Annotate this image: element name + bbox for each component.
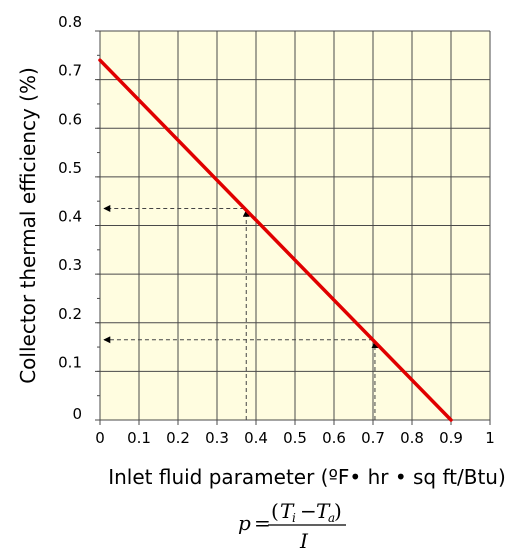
formula: p = ( T i − T a ) I — [238, 499, 346, 553]
formula-equals: = — [254, 511, 271, 535]
y-tick-label: 0.5 — [58, 159, 82, 177]
formula-p: p — [238, 511, 251, 535]
formula-minus: − — [300, 499, 317, 523]
x-tick-label: 0.1 — [127, 429, 151, 447]
y-tick-label: 0.8 — [58, 13, 82, 31]
series-group — [98, 58, 453, 422]
formula-close-paren: ) — [334, 499, 342, 523]
formula-t-a-sub: a — [328, 511, 335, 525]
x-tick-label: 0.8 — [400, 429, 424, 447]
formula-t-i-sub: i — [292, 511, 296, 525]
readout-lines — [103, 204, 379, 420]
formula-t-a: T — [316, 499, 331, 523]
y-tick-label: 0.3 — [58, 256, 82, 274]
tick-labels: 0 0.1 0.2 0.3 0.4 0.5 0.6 0.7 0.8 0.9 1 0 0.1 0.2 0.3 0… — [58, 13, 495, 447]
formula-open-paren: ( — [271, 499, 279, 523]
y-tick-label: 0.1 — [58, 353, 82, 371]
efficiency-line — [98, 58, 453, 422]
y-tick-label: 0 — [72, 405, 82, 423]
y-tick-label: 0.2 — [58, 305, 82, 323]
x-tick-label: 0.5 — [283, 429, 307, 447]
x-tick-label: 0 — [95, 429, 105, 447]
y-tick-label: 0.7 — [58, 62, 82, 80]
x-tick-label: 0.6 — [322, 429, 346, 447]
grid — [95, 30, 491, 425]
x-tick-label: 0.9 — [439, 429, 463, 447]
formula-t-i: T — [280, 499, 295, 523]
x-tick-label: 0.4 — [244, 429, 268, 447]
formula-denominator: I — [299, 529, 309, 553]
y-tick-label: 0.6 — [58, 110, 82, 128]
y-tick-label: 0.4 — [58, 208, 82, 226]
x-axis-label: Inlet fluid parameter (ºF• hr • sq ft/Bt… — [108, 465, 506, 489]
x-tick-label: 0.3 — [205, 429, 229, 447]
x-tick-label: 0.2 — [166, 429, 190, 447]
x-tick-label: 0.7 — [361, 429, 385, 447]
x-tick-label: 1 — [485, 429, 495, 447]
y-axis-label: Collector thermal efficiency (%) — [16, 67, 40, 384]
